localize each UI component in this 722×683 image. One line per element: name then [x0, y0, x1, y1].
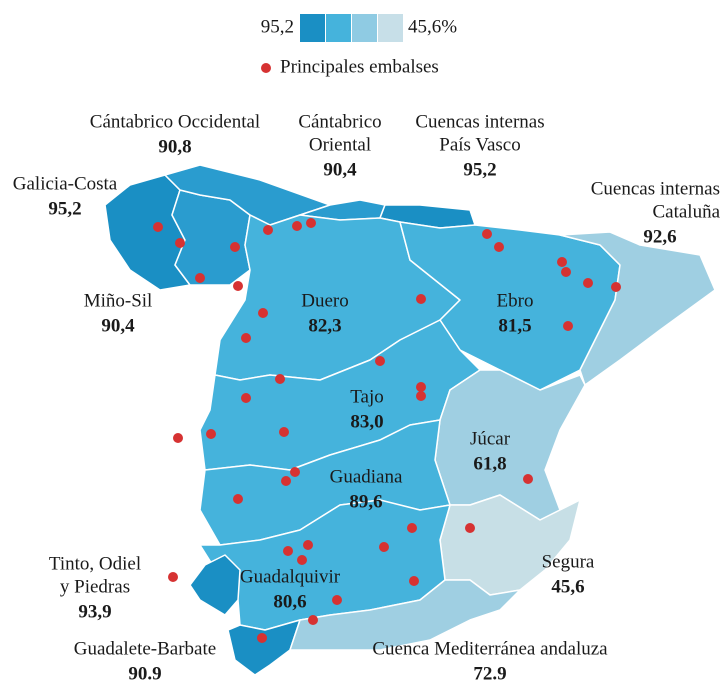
reservoir-dot [303, 540, 313, 550]
basin-name: Cántabrico Occidental [90, 111, 260, 132]
basin-name: Ebro [497, 290, 534, 311]
basin-name: Tinto, Odiel [49, 553, 141, 574]
basin-value: 90,4 [323, 159, 357, 180]
reservoir-dot [275, 374, 285, 384]
basin [189, 554, 241, 616]
reservoir-dot [482, 229, 492, 239]
reservoir-dot [281, 476, 291, 486]
basin-name: Júcar [470, 428, 511, 449]
reservoir-dot [279, 427, 289, 437]
reservoir-dot [168, 572, 178, 582]
basin-value: 90,4 [101, 315, 135, 336]
reservoir-dot [241, 393, 251, 403]
reservoir-dot [258, 308, 268, 318]
basin-name: País Vasco [439, 134, 520, 155]
reservoir-dot [332, 595, 342, 605]
reservoir-dot [416, 294, 426, 304]
basin-name: Tajo [350, 386, 384, 407]
reservoir-dot [523, 474, 533, 484]
basins [104, 164, 716, 676]
basin-value: 81,5 [498, 315, 531, 336]
basin-name: Galicia-Costa [13, 173, 118, 194]
legend: 95,2 45,6% Principales embalses [261, 14, 457, 77]
reservoir-dot [465, 523, 475, 533]
reservoir-dot [416, 382, 426, 392]
reservoir-dot [557, 257, 567, 267]
reservoir-dot [283, 546, 293, 556]
basin-name: Cántabrico [298, 111, 381, 132]
basin-value: 92,6 [643, 226, 676, 247]
legend-swatch [326, 14, 351, 42]
legend-low: 45,6% [408, 16, 457, 37]
reservoir-dot [173, 433, 183, 443]
legend-high: 95,2 [261, 16, 294, 37]
reservoir-dot [375, 356, 385, 366]
reservoir-dot [407, 523, 417, 533]
legend-swatch [378, 14, 403, 42]
basin-name: Cataluña [652, 201, 720, 222]
reservoir-dot [175, 238, 185, 248]
basin-name: Oriental [309, 134, 371, 155]
reservoir-dot [308, 615, 318, 625]
basin-name: Duero [301, 290, 348, 311]
basin-value: 89,6 [349, 491, 382, 512]
legend-reservoirs: Principales embalses [280, 56, 439, 77]
basin [104, 174, 191, 291]
basin-name: Guadalete-Barbate [74, 638, 216, 659]
legend-swatch [300, 14, 325, 42]
reservoir-dot [379, 542, 389, 552]
basin [289, 579, 521, 651]
basin-name: Miño-Sil [84, 290, 153, 311]
legend-dot [261, 63, 271, 73]
reservoir-dot [494, 242, 504, 252]
basin [559, 231, 716, 386]
reservoir-dot [241, 333, 251, 343]
reservoir-dot [290, 467, 300, 477]
basin-name: Guadalquivir [240, 566, 341, 587]
reservoir-dot [563, 321, 573, 331]
reservoir-dot [583, 278, 593, 288]
basin-value: 72.9 [473, 663, 506, 683]
basin-value: 82,3 [308, 315, 341, 336]
reservoir-dot [257, 633, 267, 643]
reservoir-dot [297, 555, 307, 565]
basin-value: 80,6 [273, 591, 306, 612]
basin-name: y Piedras [60, 576, 130, 597]
basin-name: Guadiana [330, 466, 403, 487]
basin-name: Segura [542, 551, 595, 572]
basin-value: 45,6 [551, 576, 584, 597]
basin-name: Cuenca Mediterránea andaluza [372, 638, 608, 659]
basin-name: Cuencas internas [591, 178, 720, 199]
legend-swatch [352, 14, 377, 42]
basin-value: 83,0 [350, 411, 383, 432]
reservoir-dot [561, 267, 571, 277]
basin-value: 90.9 [128, 663, 161, 683]
reservoir-dot [292, 221, 302, 231]
basin-value: 93,9 [78, 601, 111, 622]
reservoir-dot [416, 391, 426, 401]
reservoirs [153, 218, 621, 643]
reservoir-dot [233, 281, 243, 291]
reservoir-dot [195, 273, 205, 283]
basin-name: Cuencas internas [415, 111, 544, 132]
basin-value: 95,2 [48, 198, 81, 219]
reservoir-dot [263, 225, 273, 235]
reservoir-dot [611, 282, 621, 292]
reservoir-dot [230, 242, 240, 252]
basin-value: 95,2 [463, 159, 496, 180]
reservoir-dot [409, 576, 419, 586]
reservoir-dot [153, 222, 163, 232]
reservoir-dot [206, 429, 216, 439]
labels: Galicia-Costa 95,2 Miño-Sil 90,4 Cántabrico … [13, 111, 721, 683]
reservoir-dot [306, 218, 316, 228]
basin-value: 90,8 [158, 136, 191, 157]
reservoir-dot [233, 494, 243, 504]
basin-value: 61,8 [473, 453, 506, 474]
